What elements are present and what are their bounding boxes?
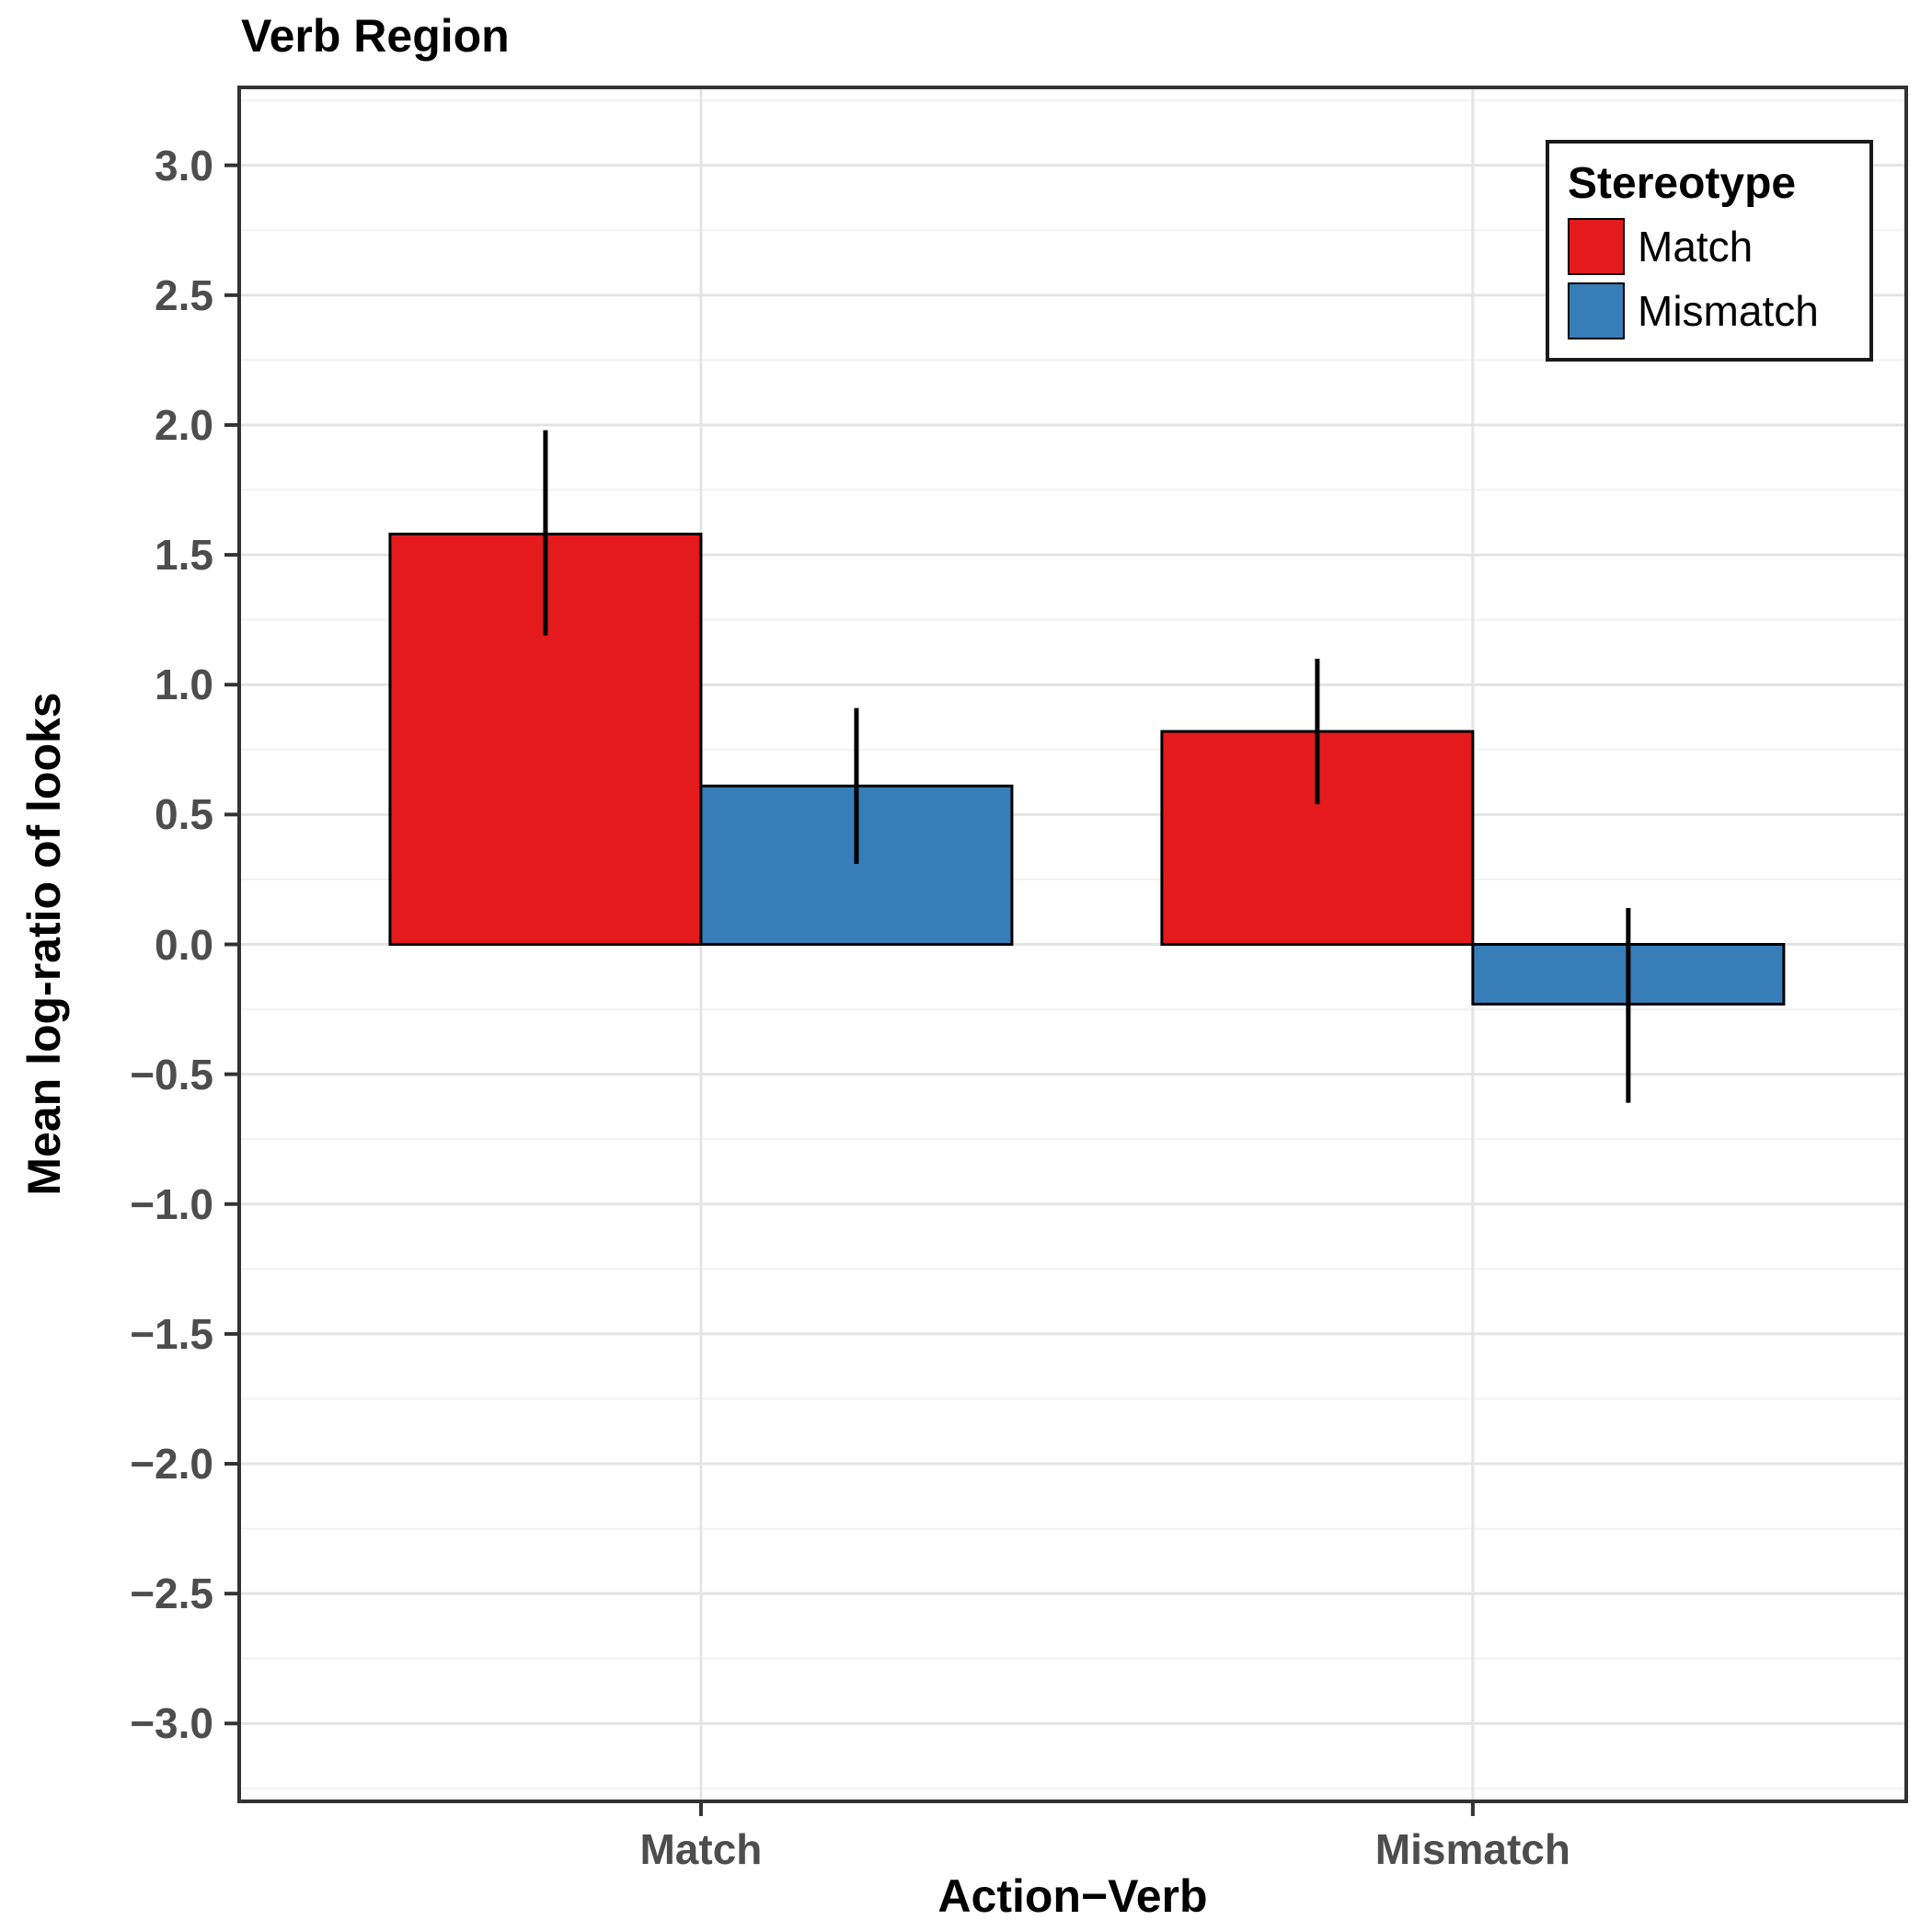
legend-items: Match Mismatch [1568,218,1851,339]
y-axis-title: Mean log-ratio of looks [18,692,70,1196]
y-tick-label: −2.5 [130,1570,213,1618]
y-tick-label: 1.5 [155,531,213,580]
y-tick-label: −2.0 [130,1440,213,1489]
y-tick-label: 2.0 [155,400,213,449]
x-tick-label: Match [639,1825,763,1873]
legend-swatch-icon [1568,282,1625,339]
x-axis-title: Action−Verb [937,1870,1208,1922]
legend-label: Mismatch [1638,287,1819,335]
legend-item: Match [1568,218,1851,275]
legend-item: Mismatch [1568,282,1851,339]
legend-swatch-icon [1568,218,1625,275]
x-tick-label: Mismatch [1374,1825,1570,1873]
legend-title: Stereotype [1568,159,1797,208]
y-tick-label: −1.5 [130,1309,213,1358]
y-tick-label: 1.0 [155,661,213,709]
legend-label: Match [1638,223,1754,270]
chart-title: Verb Region [241,10,510,62]
legend: Stereotype Match Mismatch [1546,140,1873,362]
y-tick-label: 2.5 [155,270,213,319]
y-tick-label: −1.0 [130,1179,213,1228]
y-tick-label: 0.5 [155,790,213,839]
y-tick-label: 3.0 [155,141,213,190]
y-tick-label: −3.0 [130,1699,213,1748]
y-tick-label: 0.0 [155,920,213,969]
y-tick-label: −0.5 [130,1050,213,1098]
panel-border [237,86,1908,1803]
